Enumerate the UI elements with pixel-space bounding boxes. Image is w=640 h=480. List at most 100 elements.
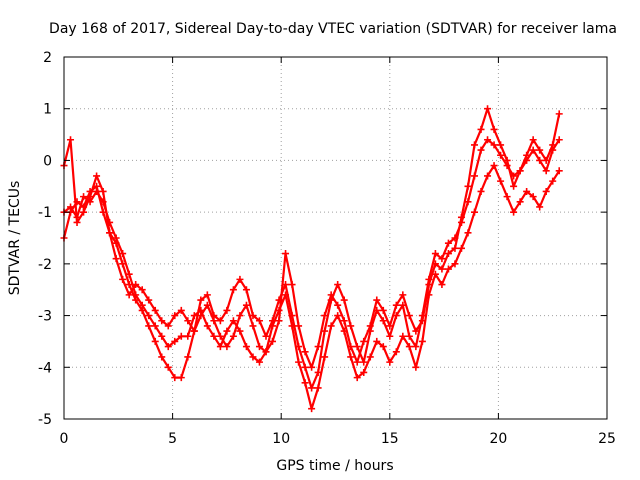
x-axis-label: GPS time / hours: [276, 458, 393, 474]
data-point: [184, 317, 192, 325]
data-point: [399, 291, 407, 299]
data-point: [444, 250, 452, 258]
data-point: [145, 312, 153, 320]
data-point: [334, 301, 342, 309]
data-point: [484, 172, 492, 180]
data-point: [93, 172, 101, 180]
data-point: [542, 167, 550, 175]
data-point: [549, 177, 557, 185]
data-point: [523, 187, 531, 195]
data-point: [327, 291, 335, 299]
data-point: [347, 322, 355, 330]
data-point: [132, 281, 140, 289]
data-point: [379, 343, 387, 351]
data-point: [210, 317, 218, 325]
data-point: [125, 270, 133, 278]
data-point: [164, 363, 172, 371]
y-tick-label: 2: [43, 50, 52, 66]
data-point: [158, 317, 166, 325]
data-point: [542, 156, 550, 164]
data-point: [412, 343, 420, 351]
data-point: [399, 332, 407, 340]
data-point: [340, 296, 348, 304]
series-layer: [60, 105, 563, 413]
data-point: [484, 105, 492, 113]
data-point: [282, 250, 290, 258]
data-point: [151, 322, 159, 330]
y-tick-label: -1: [38, 205, 52, 221]
data-point: [321, 312, 329, 320]
data-point: [308, 384, 316, 392]
data-point: [431, 260, 439, 268]
data-point: [190, 327, 198, 335]
y-tick-label: -3: [38, 309, 52, 325]
data-point: [471, 172, 479, 180]
plot-frame: [63, 56, 608, 420]
data-point: [80, 193, 88, 201]
data-point: [223, 306, 231, 314]
data-point: [497, 151, 505, 159]
data-point: [151, 337, 159, 345]
data-point: [177, 306, 185, 314]
data-point: [555, 167, 563, 175]
data-point: [386, 358, 394, 366]
data-point: [295, 358, 303, 366]
data-point: [471, 141, 479, 149]
data-point: [242, 286, 250, 294]
data-point: [255, 343, 263, 351]
data-point: [392, 301, 400, 309]
data-point: [353, 343, 361, 351]
data-point: [327, 322, 335, 330]
data-point: [464, 182, 472, 190]
grid-layer: [64, 57, 607, 419]
data-point: [379, 306, 387, 314]
y-tick-label: -4: [38, 360, 52, 376]
data-point: [366, 322, 374, 330]
data-point: [321, 353, 329, 361]
data-point: [308, 405, 316, 413]
data-point: [360, 337, 368, 345]
data-point: [164, 322, 172, 330]
data-point: [171, 337, 179, 345]
data-point: [438, 255, 446, 263]
data-point: [216, 332, 224, 340]
data-point: [353, 374, 361, 382]
data-point: [471, 208, 479, 216]
data-point: [99, 187, 107, 195]
data-point: [334, 312, 342, 320]
data-point: [295, 322, 303, 330]
data-point: [405, 312, 413, 320]
data-point: [301, 363, 309, 371]
data-point: [249, 353, 257, 361]
data-point: [314, 343, 322, 351]
data-point: [223, 327, 231, 335]
data-point: [236, 327, 244, 335]
data-point: [177, 332, 185, 340]
data-point: [314, 384, 322, 392]
axis-layer: 0 5 10 15 20 25 -5 -4 -3 -2 -1 0 1 2: [38, 50, 616, 447]
data-point: [275, 317, 283, 325]
data-point: [242, 301, 250, 309]
data-point: [347, 353, 355, 361]
data-point: [229, 317, 237, 325]
data-point: [80, 208, 88, 216]
x-tick-label: 15: [381, 431, 399, 447]
data-point: [216, 317, 224, 325]
data-point: [190, 312, 198, 320]
data-point: [255, 317, 263, 325]
data-point: [477, 125, 485, 133]
data-point: [203, 301, 211, 309]
data-point: [171, 312, 179, 320]
x-tick-label: 20: [489, 431, 507, 447]
data-point: [497, 141, 505, 149]
data-point: [119, 250, 127, 258]
data-point: [158, 332, 166, 340]
data-point: [67, 136, 75, 144]
y-tick-label: -5: [38, 412, 52, 428]
data-point: [503, 156, 511, 164]
data-point: [477, 146, 485, 154]
data-point: [516, 167, 524, 175]
data-point: [262, 332, 270, 340]
data-point: [373, 296, 381, 304]
